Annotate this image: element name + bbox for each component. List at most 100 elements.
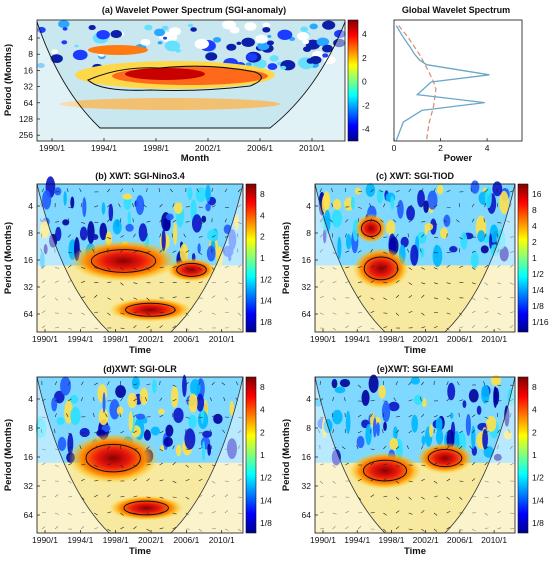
panel-b-ylabel: Period (Months)	[3, 222, 14, 294]
phase-arrow	[395, 312, 400, 316]
panel-a-colorbar	[347, 19, 359, 142]
noise-blob	[161, 25, 169, 31]
phase-arrow	[509, 236, 514, 238]
phase-arrow	[393, 397, 397, 402]
noise-blob	[266, 40, 274, 46]
phase-arrow	[357, 250, 362, 253]
phase-arrow	[383, 445, 387, 450]
xtick-label: 2002/1	[413, 535, 439, 545]
phase-arrow	[484, 297, 489, 300]
xtick-label: 2002/1	[138, 334, 164, 344]
phase-arrow	[68, 463, 72, 466]
phase-arrow	[133, 282, 138, 284]
phase-arrow	[68, 432, 73, 435]
phase-arrow	[319, 249, 323, 253]
panel-a: (a) Wavelet Power Spectrum (SGI-anomaly)…	[3, 5, 370, 164]
phase-arrow	[357, 325, 362, 329]
phase-arrow	[145, 397, 147, 402]
noise-blob	[205, 52, 218, 61]
noise-blob	[309, 23, 318, 30]
phase-arrow	[509, 495, 514, 498]
phase-arrow	[470, 188, 473, 193]
phase-arrow	[370, 248, 373, 253]
phase-arrow	[395, 381, 398, 386]
xtick-label: 2006/1	[173, 334, 199, 344]
noise-blob	[356, 435, 365, 449]
panel-global: Global Wavelet Spectrum 0 2 4 Power	[392, 5, 523, 164]
noise-blob	[435, 428, 444, 446]
phase-arrow	[497, 429, 501, 434]
noise-blob	[39, 251, 45, 270]
phase-arrow	[172, 445, 175, 450]
phase-arrow	[421, 510, 425, 514]
panel-a-band-64	[60, 98, 280, 110]
phase-arrow	[211, 312, 216, 315]
phase-arrow	[221, 382, 226, 386]
colorbar-label: 0	[362, 77, 367, 87]
noise-blob	[277, 29, 293, 40]
phase-arrow	[107, 218, 110, 223]
phase-arrow	[471, 414, 476, 418]
phase-arrow	[185, 327, 189, 331]
phase-arrow	[172, 496, 177, 498]
noise-blob	[241, 37, 255, 48]
panel-e: (e)XWT: SGI-EAMI 4 8 16 32 64 1990/1 1994/1 1998…	[281, 364, 544, 557]
phase-arrow	[421, 267, 425, 270]
phase-arrow	[497, 264, 501, 268]
phase-arrow	[224, 528, 229, 531]
noise-blob	[226, 438, 237, 460]
significance-contour	[363, 256, 399, 281]
phase-arrow	[146, 383, 151, 386]
noise-blob	[267, 63, 278, 70]
noise-blob	[69, 394, 79, 404]
phase-arrow	[446, 381, 449, 386]
panel-a-xlabel: Month	[181, 153, 210, 164]
phase-arrow	[66, 413, 69, 418]
phase-arrow	[319, 296, 324, 299]
panel-b-coi	[37, 184, 243, 332]
phase-arrow	[67, 264, 72, 268]
noise-blob	[378, 385, 386, 399]
phase-arrow	[224, 188, 228, 193]
phase-arrow	[146, 233, 148, 238]
phase-arrow	[169, 188, 173, 193]
noise-blob	[423, 200, 429, 214]
phase-arrow	[332, 252, 337, 255]
phase-arrow	[433, 480, 438, 484]
phase-arrow	[146, 512, 151, 516]
phase-arrow	[484, 248, 486, 253]
phase-arrow	[224, 463, 229, 466]
colorbar-label: 2	[260, 232, 265, 242]
phase-arrow	[446, 233, 448, 238]
phase-arrow	[408, 414, 413, 418]
phase-arrow	[159, 431, 164, 434]
phase-arrow	[211, 205, 216, 208]
noise-blob	[63, 191, 67, 206]
noise-blob	[87, 220, 95, 244]
noise-blob	[43, 244, 48, 255]
phase-arrow	[172, 219, 177, 223]
phase-arrow	[370, 297, 375, 300]
noise-blob	[470, 251, 479, 269]
noise-blob	[449, 246, 458, 253]
noise-blob	[182, 374, 187, 397]
phase-arrow	[80, 381, 84, 386]
phase-arrow	[172, 203, 175, 208]
noise-blob	[269, 55, 279, 62]
panel-a-hotspot	[125, 68, 205, 80]
noise-blob	[194, 38, 209, 49]
significance-contour	[90, 249, 157, 273]
xtick-label: 1998/1	[103, 535, 129, 545]
noise-blob	[372, 417, 377, 438]
ytick-label: 64	[302, 510, 312, 520]
phase-arrow	[421, 413, 425, 418]
noise-blob	[334, 386, 346, 394]
phase-arrow	[224, 218, 227, 223]
xtick-label: 2010/1	[481, 535, 507, 545]
phase-arrow	[421, 445, 424, 450]
panel-d-colorbar	[245, 376, 257, 534]
noise-blob	[361, 389, 370, 406]
phase-arrow	[133, 311, 138, 314]
noise-blob	[417, 189, 425, 208]
